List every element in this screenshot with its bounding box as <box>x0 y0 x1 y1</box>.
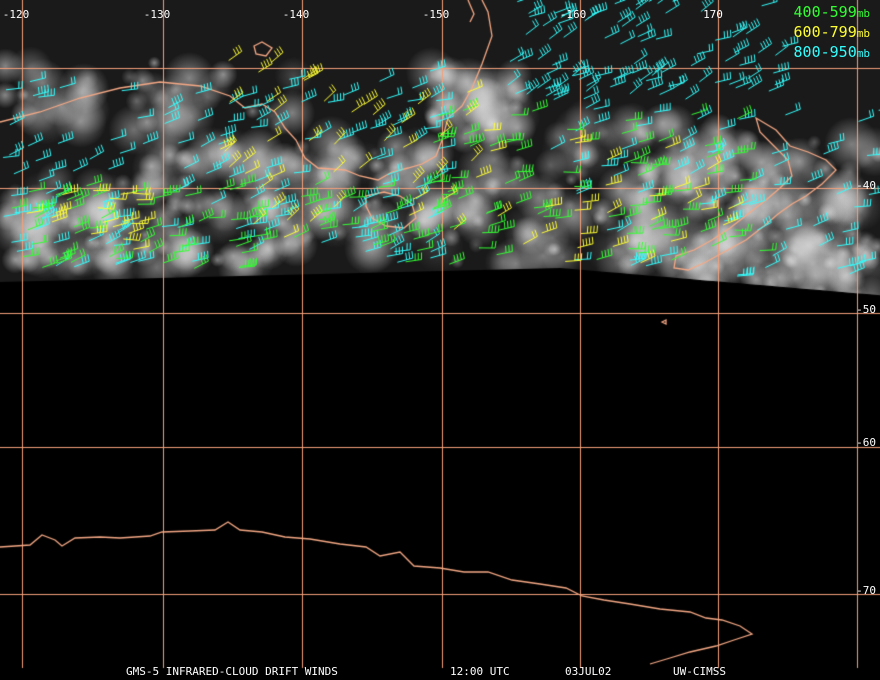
image-caption: GMS-5 INFRARED-CLOUD DRIFT WINDS 12:00 U… <box>0 665 880 678</box>
legend-unit: mb <box>856 47 870 60</box>
longitude-label: -140 <box>282 8 310 21</box>
caption-time: 12:00 UTC <box>450 665 510 678</box>
legend-range: 600-799 <box>793 23 857 41</box>
longitude-label: 170 <box>703 8 723 21</box>
legend-range: 400-599 <box>793 3 857 21</box>
pressure-legend: 400-599mb 600-799mb 800-950mb <box>794 3 870 63</box>
legend-range: 800-950 <box>793 43 857 61</box>
latitude-label: -40 <box>856 179 876 192</box>
caption-source: UW-CIMSS <box>673 665 726 678</box>
caption-date: 03JUL02 <box>565 665 612 678</box>
longitude-label: -160 <box>559 8 587 21</box>
legend-item-800-950: 800-950mb <box>794 43 870 63</box>
longitude-label: -150 <box>422 8 450 21</box>
legend-item-600-799: 600-799mb <box>794 23 870 43</box>
latitude-label: -60 <box>856 436 876 449</box>
longitude-label: -120 <box>2 8 30 21</box>
legend-item-400-599: 400-599mb <box>794 3 870 23</box>
legend-unit: mb <box>856 7 870 20</box>
longitude-label: -130 <box>143 8 171 21</box>
latitude-label: -70 <box>856 584 876 597</box>
caption-product: GMS-5 INFRARED-CLOUD DRIFT WINDS <box>126 665 338 678</box>
latitude-label: -50 <box>856 303 876 316</box>
legend-unit: mb <box>856 27 870 40</box>
